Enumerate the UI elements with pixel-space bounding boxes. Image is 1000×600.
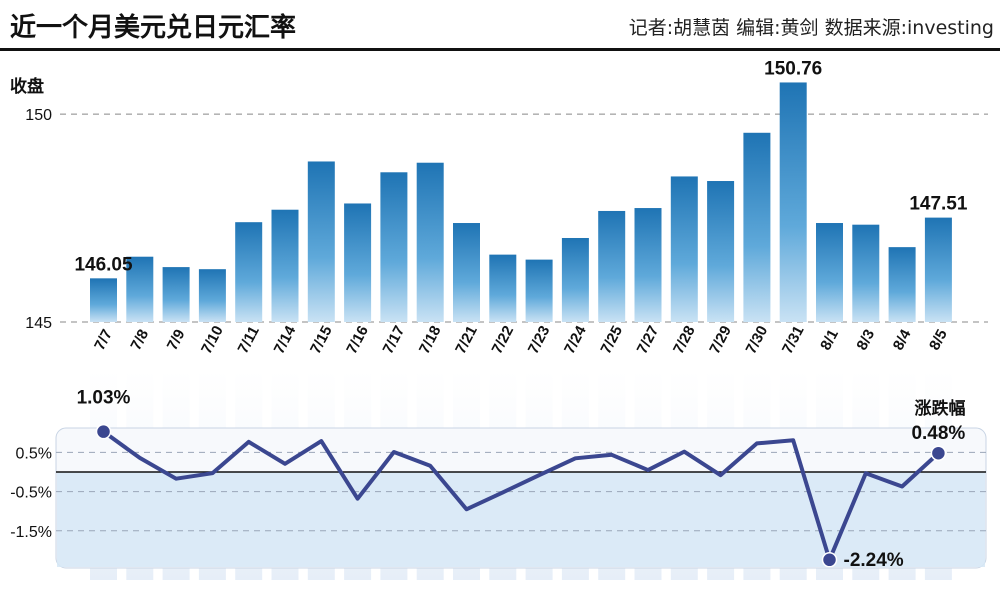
bar [743, 132, 771, 322]
header-rule [0, 48, 1000, 51]
bar [707, 181, 735, 322]
change-marker [930, 445, 947, 461]
x-category-label: 7/11 [235, 323, 263, 356]
chart-title: 近一个月美元兑日元汇率 [10, 12, 296, 43]
bar [307, 161, 335, 322]
bar-y-tick-label: 150 [25, 107, 52, 124]
change-marker [95, 423, 112, 440]
bar [634, 208, 662, 322]
x-category-label: 7/10 [198, 323, 227, 357]
bar-y-tick-label: 145 [25, 315, 52, 332]
x-category-label: 7/14 [271, 322, 300, 356]
bar [525, 259, 553, 322]
x-category-label: 7/7 [91, 327, 116, 353]
bar [90, 278, 117, 322]
x-category-label: 7/24 [561, 322, 590, 356]
x-category-label: 7/30 [743, 323, 772, 357]
bar [888, 247, 916, 322]
bar-y-axis-label: 收盘 [10, 76, 44, 97]
change-value-label: 1.03% [77, 388, 131, 409]
bar [561, 237, 589, 322]
x-category-label: 7/25 [597, 323, 626, 357]
change-marker [821, 552, 838, 568]
bar [344, 203, 372, 322]
bar [126, 256, 154, 322]
change-value-label: -2.24% [844, 550, 904, 571]
x-category-label: 7/17 [380, 323, 409, 357]
line-y-tick-label: -1.5% [10, 524, 52, 541]
change-value-label: 0.48% [911, 423, 965, 444]
x-category-label: 7/29 [706, 323, 735, 357]
bar [198, 269, 226, 322]
bar [489, 254, 517, 322]
bar [852, 224, 880, 322]
bar-value-label: 150.76 [764, 58, 822, 79]
change-series-line [101, 429, 941, 562]
bar [453, 223, 480, 322]
negative-region [57, 472, 985, 567]
x-category-label: 7/16 [343, 323, 372, 357]
line-y-tick-label: 0.5% [16, 445, 52, 462]
x-category-label: 7/28 [670, 323, 699, 357]
x-category-label: 7/15 [307, 323, 336, 357]
x-category-label: 7/8 [127, 327, 152, 353]
bar [779, 82, 807, 322]
x-category-label: 8/4 [890, 326, 915, 353]
change-line-chart: 0.5% -0.5% -1.5% 1.03% -2.24% 0.48% [10, 388, 986, 571]
bar [162, 267, 190, 322]
x-category-label: 7/27 [634, 323, 663, 357]
bar [924, 217, 952, 322]
x-category-label: 8/5 [926, 327, 951, 353]
bar [235, 222, 263, 322]
bar [670, 176, 698, 322]
x-category-label: 7/31 [779, 323, 808, 357]
bar [380, 172, 408, 322]
x-category-label: 7/22 [488, 323, 517, 357]
bar-value-label: 146.05 [74, 254, 133, 275]
credit-line: 记者:胡慧茵 编辑:黄剑 数据来源:investing [629, 17, 994, 39]
x-category-label: 8/3 [853, 327, 878, 353]
bar-value-label: 147.51 [909, 194, 968, 215]
x-category-label: 7/18 [416, 323, 445, 357]
bar [271, 209, 299, 322]
x-category-label: 7/23 [525, 323, 554, 357]
bar [598, 210, 626, 322]
line-y-tick-label: -0.5% [10, 485, 52, 502]
x-category-label: 8/1 [817, 327, 842, 353]
bar [416, 162, 444, 322]
line-y-axis-label: 涨跌幅 [915, 398, 966, 419]
x-category-label: 7/9 [164, 327, 189, 353]
x-category-label: 7/21 [452, 323, 481, 357]
bar [816, 223, 843, 322]
